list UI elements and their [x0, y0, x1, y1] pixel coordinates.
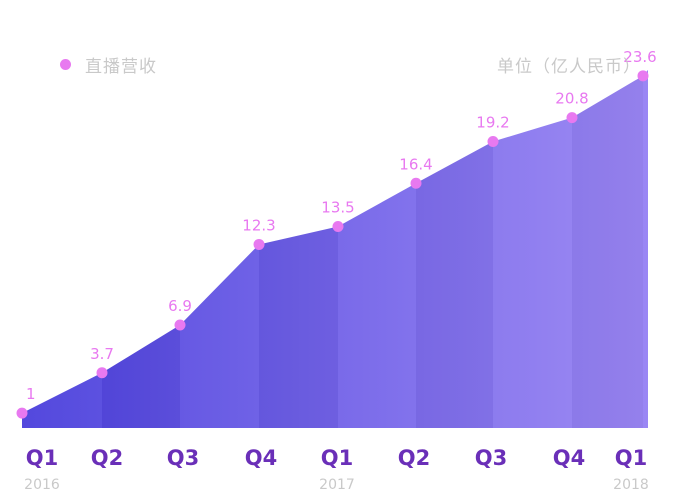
- data-point-marker: [566, 112, 578, 124]
- x-tick-label: Q3: [167, 446, 199, 470]
- year-label: 2017: [319, 477, 355, 492]
- x-tick-label: Q3: [475, 446, 507, 470]
- x-tick-label: Q2: [91, 446, 123, 470]
- area-band: [180, 69, 259, 428]
- data-label: 20.8: [555, 90, 588, 108]
- area-group: [22, 69, 648, 429]
- data-point-marker: [16, 407, 28, 419]
- x-tick-label: Q2: [398, 446, 430, 470]
- data-point-marker: [332, 221, 344, 233]
- x-tick-label: Q1: [615, 446, 647, 470]
- data-label: 19.2: [476, 113, 509, 131]
- data-point-marker: [410, 177, 422, 189]
- data-point-marker: [174, 319, 186, 331]
- data-point-marker: [96, 367, 108, 379]
- legend: 直播营收: [60, 52, 157, 77]
- x-tick-label: Q4: [553, 446, 585, 470]
- marker-group: [16, 70, 649, 419]
- year-label: 2016: [24, 477, 60, 492]
- x-tick-label: Q4: [245, 446, 277, 470]
- data-label: 13.5: [321, 199, 354, 217]
- legend-label: 直播营收: [85, 57, 157, 77]
- data-point-marker: [253, 238, 265, 250]
- area-fill: [22, 69, 648, 429]
- data-point-marker: [637, 70, 649, 82]
- x-axis: Q1 2016 Q2 Q3 Q4 Q1 2017 Q2 Q3 Q4 Q1 2018: [24, 446, 649, 492]
- legend-marker-icon: [60, 59, 71, 70]
- data-label: 6.9: [168, 297, 192, 315]
- data-label: 16.4: [399, 155, 432, 173]
- unit-label: 单位（亿人民币）: [497, 57, 641, 77]
- data-label: 23.6: [623, 48, 656, 66]
- data-label: 3.7: [90, 345, 114, 363]
- data-label: 12.3: [242, 216, 275, 234]
- x-tick-label: Q1: [321, 446, 353, 470]
- area-band: [416, 0, 493, 428]
- x-tick-label: Q1: [26, 446, 58, 470]
- data-label: 1: [26, 385, 36, 403]
- year-label: 2018: [613, 477, 649, 492]
- data-point-marker: [487, 135, 499, 147]
- label-group: 1 3.7 6.9 12.3 13.5 16.4 19.2 20.8 23.6: [26, 48, 657, 403]
